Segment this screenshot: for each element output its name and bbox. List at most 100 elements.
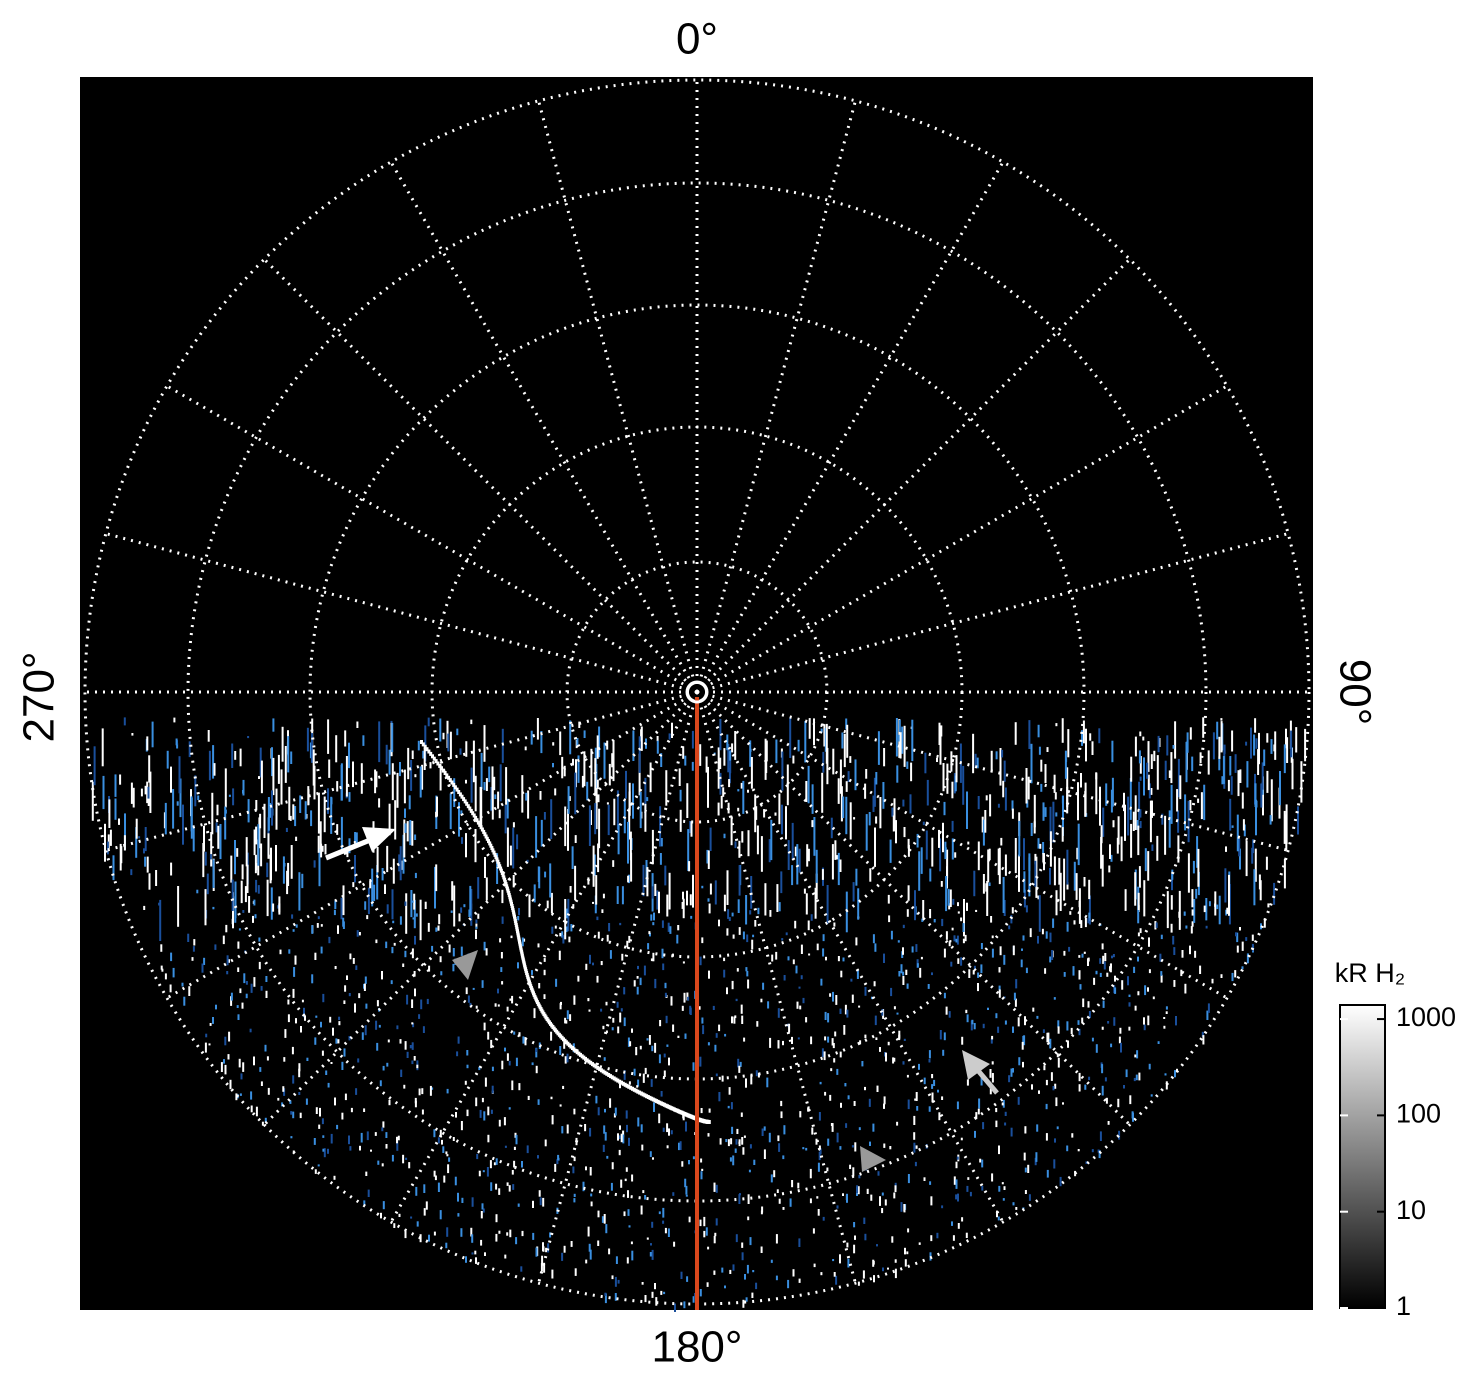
- emission-speck: [345, 756, 348, 797]
- emission-speck: [943, 801, 946, 816]
- emission-speck: [900, 1202, 903, 1212]
- emission-speck: [1040, 783, 1043, 792]
- emission-speck: [1166, 735, 1169, 756]
- meridian: [166, 384, 698, 694]
- emission-speck: [941, 918, 944, 927]
- emission-speck: [689, 894, 692, 906]
- emission-speck: [607, 804, 610, 836]
- emission-speck: [470, 767, 473, 803]
- emission-speck: [1212, 732, 1215, 760]
- emission-speck: [370, 1149, 372, 1152]
- emission-speck: [887, 1041, 890, 1046]
- emission-speck: [664, 1227, 667, 1234]
- emission-speck: [1148, 783, 1151, 799]
- emission-speck: [654, 1283, 656, 1290]
- longitude-label: 270°: [15, 651, 64, 742]
- emission-speck: [864, 783, 867, 799]
- emission-speck: [483, 941, 486, 951]
- emission-speck: [1236, 932, 1239, 943]
- emission-speck: [1014, 998, 1017, 1007]
- emission-speck: [1124, 889, 1127, 911]
- emission-speck: [1176, 789, 1179, 812]
- emission-speck: [629, 1085, 633, 1090]
- emission-speck: [204, 889, 207, 926]
- emission-speck: [1218, 736, 1221, 759]
- emission-speck: [501, 728, 504, 763]
- emission-speck: [527, 790, 530, 819]
- emission-speck: [1191, 756, 1194, 772]
- emission-speck: [526, 859, 529, 863]
- emission-speck: [728, 917, 731, 921]
- emission-speck: [960, 917, 963, 922]
- emission-speck: [656, 1099, 660, 1104]
- emission-speck: [392, 858, 395, 884]
- emission-speck: [207, 730, 210, 742]
- emission-speck: [894, 1268, 897, 1279]
- emission-speck: [1062, 1102, 1064, 1105]
- emission-speck: [749, 910, 752, 915]
- emission-speck: [418, 1014, 421, 1019]
- emission-speck: [832, 991, 834, 1002]
- emission-speck: [620, 1080, 623, 1085]
- emission-speck: [1265, 856, 1268, 870]
- emission-speck: [467, 995, 470, 1003]
- emission-speck: [674, 1303, 676, 1312]
- emission-speck: [1273, 882, 1276, 905]
- emission-speck: [646, 1237, 649, 1240]
- emission-speck: [397, 1135, 400, 1141]
- meridian: [696, 384, 1228, 694]
- emission-speck: [1125, 1069, 1128, 1078]
- emission-speck: [336, 781, 339, 792]
- emission-speck: [663, 1291, 666, 1295]
- emission-speck: [333, 909, 336, 916]
- emission-speck: [780, 1100, 783, 1107]
- emission-speck: [668, 733, 671, 740]
- emission-speck: [945, 931, 948, 940]
- emission-speck: [540, 819, 543, 847]
- emission-speck: [483, 782, 486, 791]
- emission-speck: [182, 804, 184, 845]
- emission-speck: [686, 992, 689, 1001]
- emission-speck: [275, 845, 277, 872]
- emission-speck: [708, 970, 710, 979]
- emission-speck: [1066, 1145, 1069, 1152]
- emission-speck: [777, 1135, 780, 1142]
- emission-speck: [181, 982, 184, 987]
- emission-speck: [421, 1109, 424, 1115]
- emission-speck: [404, 808, 406, 818]
- emission-speck: [1220, 721, 1223, 753]
- emission-speck: [1038, 746, 1041, 755]
- emission-speck: [511, 995, 514, 1004]
- emission-speck: [1052, 1086, 1055, 1091]
- emission-speck: [595, 763, 598, 790]
- emission-speck: [375, 939, 378, 944]
- emission-speck: [709, 827, 712, 851]
- emission-speck: [813, 1263, 816, 1268]
- emission-speck: [130, 782, 133, 804]
- emission-speck: [160, 944, 163, 952]
- emission-speck: [1194, 950, 1197, 958]
- emission-speck: [998, 985, 1001, 991]
- emission-speck: [192, 946, 195, 952]
- emission-speck: [484, 1252, 486, 1256]
- emission-speck: [972, 733, 975, 774]
- emission-speck: [725, 1139, 728, 1143]
- emission-speck: [831, 844, 834, 880]
- emission-speck: [954, 775, 957, 792]
- emission-speck: [533, 884, 536, 903]
- emission-speck: [1065, 758, 1068, 762]
- emission-speck: [1157, 735, 1160, 753]
- emission-speck: [304, 801, 307, 820]
- emission-speck: [240, 1073, 243, 1080]
- emission-speck: [1111, 740, 1114, 763]
- emission-speck: [1044, 968, 1047, 974]
- emission-speck: [839, 1146, 842, 1150]
- emission-speck: [193, 939, 196, 946]
- emission-speck: [579, 1052, 582, 1057]
- emission-speck: [413, 893, 416, 910]
- emission-speck: [612, 740, 615, 782]
- emission-speck: [566, 1124, 569, 1134]
- emission-speck: [806, 844, 809, 867]
- emission-speck: [789, 1198, 792, 1207]
- emission-speck: [1084, 1084, 1087, 1090]
